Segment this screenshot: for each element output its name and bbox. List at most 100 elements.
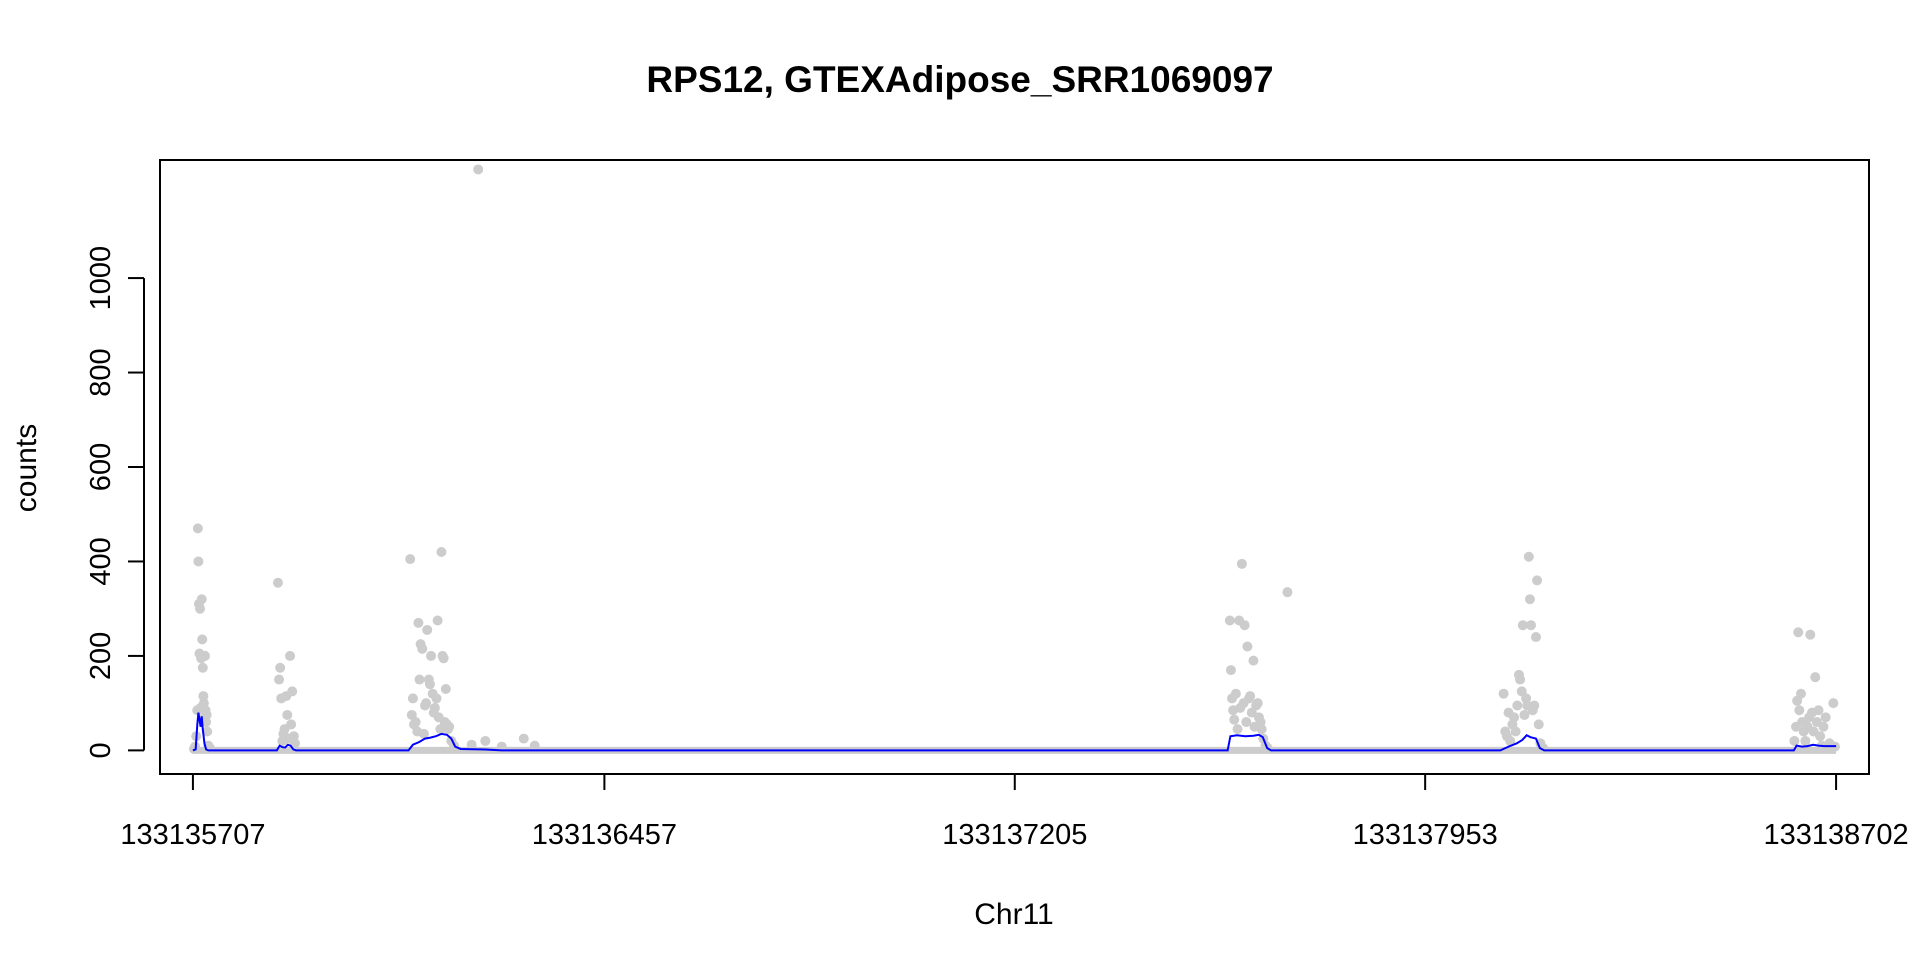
- data-point: [432, 615, 443, 626]
- data-point: [518, 733, 529, 744]
- data-point: [440, 683, 451, 694]
- data-point: [496, 741, 507, 752]
- data-point: [1230, 688, 1241, 699]
- data-point: [1252, 698, 1263, 709]
- x-tick-label: 133137205: [942, 819, 1087, 851]
- data-point: [1232, 724, 1243, 735]
- data-point: [193, 556, 204, 567]
- data-point: [1509, 712, 1520, 723]
- data-point: [1828, 698, 1839, 709]
- chart-title: RPS12, GTEXAdipose_SRR1069097: [646, 59, 1273, 100]
- x-tick-label: 133138702: [1764, 819, 1909, 851]
- data-point: [426, 650, 437, 661]
- data-point: [1532, 575, 1543, 586]
- data-point: [282, 709, 293, 720]
- data-point: [1512, 700, 1523, 711]
- scatter-points: [189, 164, 1840, 754]
- data-point: [289, 738, 300, 749]
- data-point: [272, 577, 283, 588]
- coverage-line: [192, 712, 1837, 752]
- x-tick-label: 133136457: [532, 819, 677, 851]
- data-point: [1519, 709, 1530, 720]
- data-point: [274, 674, 285, 685]
- data-point: [285, 650, 296, 661]
- y-axis-label: counts: [10, 424, 43, 512]
- data-point: [1256, 724, 1267, 735]
- data-point: [1810, 672, 1821, 683]
- data-point: [1236, 558, 1247, 569]
- data-point: [407, 693, 418, 704]
- data-point: [438, 653, 449, 664]
- data-point: [197, 634, 208, 645]
- data-point: [418, 728, 429, 739]
- data-point: [480, 735, 491, 746]
- data-point: [275, 662, 286, 673]
- data-point: [1510, 726, 1521, 737]
- data-point: [1239, 620, 1250, 631]
- data-point: [1794, 705, 1805, 716]
- data-point: [1533, 719, 1544, 730]
- y-tick-label: 0: [85, 742, 117, 758]
- data-point: [1224, 615, 1235, 626]
- data-point: [1800, 735, 1811, 746]
- data-point: [1524, 594, 1535, 605]
- data-point: [429, 702, 440, 713]
- data-point: [1242, 641, 1253, 652]
- y-tick-label: 400: [85, 537, 117, 585]
- data-point: [199, 650, 210, 661]
- data-point: [1248, 655, 1259, 666]
- data-point: [1813, 705, 1824, 716]
- data-point: [444, 721, 455, 732]
- data-point: [410, 717, 421, 728]
- data-point: [473, 164, 484, 175]
- data-point: [1515, 674, 1526, 685]
- data-point: [286, 719, 297, 730]
- data-point: [424, 679, 435, 690]
- data-point: [287, 686, 298, 697]
- y-axis: 0 200 400 600 800 1000: [85, 246, 145, 758]
- data-point: [1229, 714, 1240, 725]
- y-tick-label: 600: [85, 443, 117, 491]
- data-point: [431, 693, 442, 704]
- data-point: [422, 624, 433, 635]
- data-point: [1793, 627, 1804, 638]
- data-point: [466, 739, 477, 750]
- coverage-line-group: [192, 712, 1837, 752]
- data-point: [417, 643, 428, 654]
- data-point: [413, 617, 424, 628]
- data-point: [1530, 632, 1541, 643]
- data-point: [1245, 691, 1256, 702]
- data-point: [1795, 688, 1806, 699]
- data-point: [1529, 700, 1540, 711]
- data-point: [1820, 712, 1831, 723]
- x-tick-label: 133137953: [1353, 819, 1498, 851]
- data-point: [1505, 735, 1516, 746]
- data-point: [436, 547, 447, 558]
- data-point: [414, 674, 425, 685]
- data-point: [196, 594, 207, 605]
- data-point: [1498, 688, 1509, 699]
- data-point: [1789, 735, 1800, 746]
- data-point: [197, 662, 208, 673]
- data-point: [202, 726, 213, 737]
- data-point: [1818, 721, 1829, 732]
- data-point: [1815, 731, 1826, 742]
- y-tick-label: 800: [85, 348, 117, 396]
- data-point: [1526, 620, 1537, 631]
- x-axis: 133135707 133136457 133137205 133137953 1331…: [120, 773, 1909, 851]
- data-point: [192, 523, 203, 534]
- data-point: [421, 698, 432, 709]
- data-point: [1282, 587, 1293, 598]
- data-point: [1241, 717, 1252, 728]
- x-axis-label: Chr11: [974, 898, 1053, 931]
- data-point: [529, 740, 540, 751]
- data-point: [1225, 665, 1236, 676]
- data-point: [1523, 551, 1534, 562]
- data-point: [201, 709, 212, 720]
- data-point: [1805, 629, 1816, 640]
- y-tick-label: 200: [85, 632, 117, 680]
- x-tick-label: 133135707: [120, 819, 265, 851]
- data-point: [1517, 620, 1528, 631]
- data-point: [405, 554, 416, 565]
